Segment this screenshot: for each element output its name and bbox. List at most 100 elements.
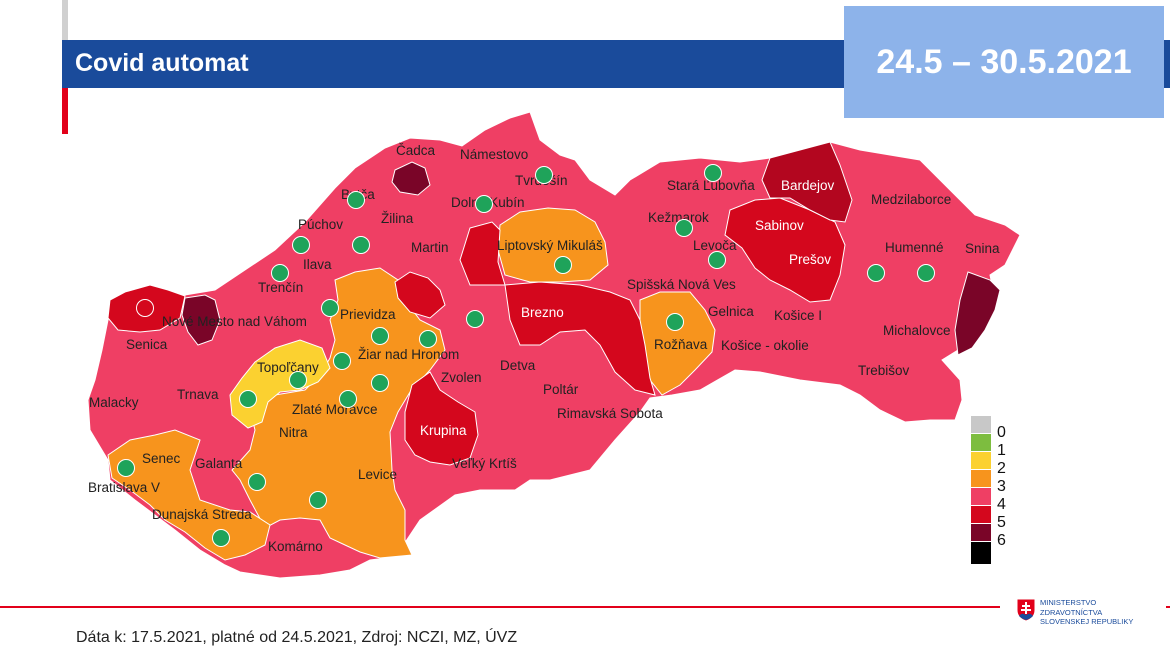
label-namestovo: Námestovo bbox=[460, 147, 529, 162]
label-nitra: Nitra bbox=[279, 425, 308, 440]
label-trencin: Trenčín bbox=[258, 280, 304, 295]
marker-tvrdosin bbox=[535, 166, 553, 184]
legend-swatch-6 bbox=[971, 524, 991, 541]
label-detva: Detva bbox=[500, 358, 536, 373]
label-krupina: Krupina bbox=[420, 423, 467, 438]
marker-zilina bbox=[352, 236, 370, 254]
label-snina: Snina bbox=[965, 241, 1000, 256]
label-zvolen: Zvolen bbox=[441, 370, 482, 385]
marker-banovce bbox=[333, 352, 351, 370]
label-kezmarok: Kežmarok bbox=[648, 210, 709, 225]
marker-dunajska-streda bbox=[212, 529, 230, 547]
marker-kezmarok bbox=[675, 219, 693, 237]
legend-swatch-7 bbox=[971, 542, 991, 564]
legend-swatch-1 bbox=[971, 434, 991, 451]
label-roznava: Rožňava bbox=[654, 337, 708, 352]
marker-liptovsky-mikulas bbox=[554, 256, 572, 274]
region-level6-snina-south bbox=[954, 271, 1001, 356]
label-senica: Senica bbox=[126, 337, 168, 352]
label-martin: Martin bbox=[411, 240, 449, 255]
footer-divider bbox=[0, 606, 1000, 608]
marker-senec bbox=[117, 459, 135, 477]
label-malacky: Malacky bbox=[89, 395, 139, 410]
marker-prievidza bbox=[371, 327, 389, 345]
label-zlate-moravce: Zlaté Moravce bbox=[292, 402, 378, 417]
marker-trnava bbox=[239, 390, 257, 408]
accent-bar-red bbox=[62, 88, 68, 134]
region-level5-prievidza-north bbox=[394, 271, 446, 319]
label-rimavska-sobota: Rimavská Sobota bbox=[557, 406, 663, 421]
label-cadca: Čadca bbox=[396, 143, 436, 158]
region-level5-martin-east bbox=[459, 221, 506, 286]
region-level3-southwest bbox=[107, 429, 271, 561]
label-velky-krtis: Veľký Krtíš bbox=[452, 456, 517, 471]
marker-galanta bbox=[248, 473, 266, 491]
legend-swatch-4 bbox=[971, 488, 991, 505]
label-galanta: Galanta bbox=[195, 456, 243, 471]
label-brezno: Brezno bbox=[521, 305, 564, 320]
legend-label-6: 6 bbox=[997, 532, 1006, 549]
legend-label-0: 0 bbox=[997, 424, 1006, 441]
label-ziar-nad-hronom: Žiar nad Hronom bbox=[358, 347, 460, 362]
label-sabinov: Sabinov bbox=[755, 218, 804, 233]
marker-topolcany bbox=[289, 371, 307, 389]
marker-dolny-kubin bbox=[475, 195, 493, 213]
marker-nove-zamky bbox=[309, 491, 327, 509]
marker-ziar bbox=[419, 330, 437, 348]
legend-label-1: 1 bbox=[997, 442, 1006, 459]
ministry-line-1: MINISTERSTVO bbox=[1040, 598, 1097, 607]
label-bardejov: Bardejov bbox=[781, 178, 835, 193]
legend-swatch-2 bbox=[971, 452, 991, 469]
footer-source: Dáta k: 17.5.2021, platné od 24.5.2021, … bbox=[76, 629, 518, 646]
marker-martin-south bbox=[466, 310, 484, 328]
label-liptovsky-mikulas: Liptovský Mikuláš bbox=[497, 238, 603, 253]
label-prievidza: Prievidza bbox=[340, 307, 396, 322]
label-bratislava-v: Bratislava V bbox=[88, 480, 161, 495]
label-stara-lubovna: Stará Ľubovňa bbox=[667, 178, 755, 193]
legend-swatch-5 bbox=[971, 506, 991, 523]
label-topolcany: Topoľčany bbox=[257, 360, 319, 375]
label-levoca: Levoča bbox=[693, 238, 737, 253]
ministry-logo: MINISTERSTVO ZDRAVOTNÍCTVA SLOVENSKEJ RE… bbox=[1016, 598, 1166, 632]
marker-snina bbox=[917, 264, 935, 282]
marker-levoca bbox=[708, 251, 726, 269]
label-spisska-nova-ves: Spišská Nová Ves bbox=[627, 277, 736, 292]
marker-nove-mesto bbox=[136, 299, 154, 317]
label-puchov: Púchov bbox=[298, 217, 344, 232]
legend-label-5: 5 bbox=[997, 514, 1006, 531]
label-kosice-i: Košice I bbox=[774, 308, 823, 323]
label-ilava: Ilava bbox=[303, 257, 332, 272]
label-trebisov: Trebišov bbox=[858, 363, 910, 378]
ministry-line-2: ZDRAVOTNÍCTVA bbox=[1040, 607, 1103, 617]
label-michalovce: Michalovce bbox=[883, 323, 951, 338]
marker-stara-lubovna bbox=[704, 164, 722, 182]
region-level6-myjava bbox=[181, 294, 221, 346]
marker-humenne bbox=[867, 264, 885, 282]
ministry-name: MINISTERSTVO ZDRAVOTNÍCTVA SLOVENSKEJ RE… bbox=[1040, 598, 1133, 627]
legend-label-2: 2 bbox=[997, 460, 1006, 477]
coat-of-arms-icon bbox=[1016, 598, 1036, 622]
marker-ilava bbox=[321, 299, 339, 317]
region-level5-krupina bbox=[404, 371, 479, 466]
label-gelnica: Gelnica bbox=[708, 304, 754, 319]
marker-roznava bbox=[666, 313, 684, 331]
label-kosice-okolie: Košice - okolie bbox=[721, 338, 809, 353]
label-medzilaborce: Medzilaborce bbox=[871, 192, 952, 207]
accent-bar-gray bbox=[62, 0, 68, 40]
date-range-box: 24.5 – 30.5.2021 bbox=[844, 6, 1164, 118]
marker-zarnovica bbox=[371, 374, 389, 392]
label-nove-mesto: Nové Mesto nad Váhom bbox=[162, 314, 307, 329]
region-level6-bardejov bbox=[761, 141, 853, 223]
marker-bytca bbox=[347, 191, 365, 209]
label-levice: Levice bbox=[358, 467, 398, 482]
region-level6-cadca-south bbox=[391, 161, 431, 196]
region-level5-brezno bbox=[504, 281, 656, 396]
label-senec: Senec bbox=[142, 451, 181, 466]
label-dunajska-streda: Dunajská Streda bbox=[152, 507, 252, 522]
marker-zlate-moravce bbox=[339, 390, 357, 408]
label-presov: Prešov bbox=[789, 252, 832, 267]
marker-puchov bbox=[292, 236, 310, 254]
label-humenne: Humenné bbox=[885, 240, 944, 255]
date-range: 24.5 – 30.5.2021 bbox=[876, 42, 1132, 81]
